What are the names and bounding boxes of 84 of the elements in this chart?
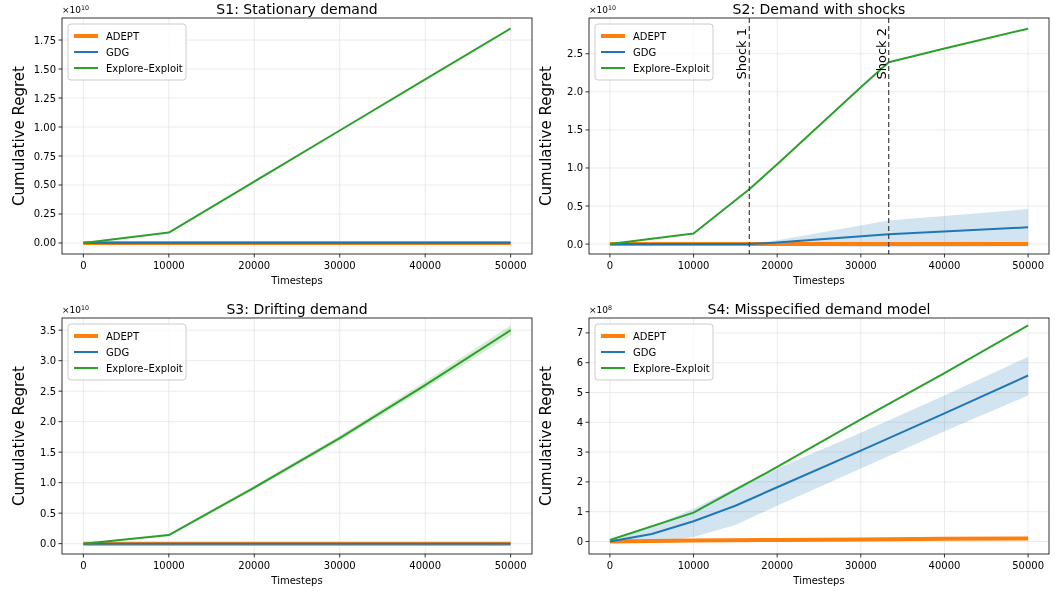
x-tick-label: 50000 [1012, 260, 1044, 271]
x-tick-label: 20000 [238, 260, 271, 271]
x-tick-label: 50000 [494, 260, 527, 271]
x-tick-label: 40000 [928, 260, 961, 271]
y-axis-title: Cumulative Regret [537, 365, 555, 506]
text: ×10$^{10}$ [62, 303, 90, 315]
legend-label: GDG [633, 346, 657, 358]
x-tick-label: 40000 [409, 560, 442, 571]
y-tick-label: 0.00 [33, 237, 56, 249]
chart-title: S3: Drifting demand [226, 301, 368, 317]
x-tick-label: 50000 [1012, 560, 1044, 571]
text: ×10$^{8}$ [589, 303, 613, 315]
y-tick-label: 3 [576, 446, 583, 458]
legend-label: GDG [633, 46, 657, 58]
y-axis-title: Cumulative Regret [10, 65, 28, 206]
y-tick-label: 1.75 [33, 34, 56, 46]
y-tick-label: 0.5 [40, 507, 56, 519]
x-tick-label: 40000 [928, 560, 961, 571]
y-tick-label: 2.0 [40, 416, 56, 428]
y-tick-label: 1.5 [40, 446, 56, 458]
y-tick-label: 6 [576, 357, 583, 369]
y-tick-label: 1.5 [567, 124, 583, 136]
chart-title: S2: Demand with shocks [732, 1, 906, 17]
legend-label: Explore–Exploit [106, 62, 183, 74]
legend-label: ADEPT [106, 30, 140, 42]
y-axis-title: Cumulative Regret [537, 65, 555, 206]
x-axis-title: Timesteps [792, 275, 845, 286]
x-tick-label: 20000 [761, 560, 794, 571]
x-tick-label: 20000 [238, 560, 271, 571]
x-tick-label: 30000 [844, 560, 877, 571]
y-tick-label: 0 [576, 535, 583, 547]
y-tick-label: 2.5 [567, 48, 583, 60]
text: ×10$^{10}$ [62, 3, 90, 15]
x-tick-label: 10000 [152, 560, 185, 571]
y-tick-label: 1.00 [33, 121, 56, 133]
x-tick-label: 30000 [323, 260, 356, 271]
legend-label: Explore–Exploit [633, 362, 710, 374]
x-axis-title: Timesteps [270, 275, 323, 286]
legend-label: ADEPT [633, 330, 667, 342]
y-tick-label: 1.25 [33, 92, 56, 104]
x-tick-label: 0 [80, 560, 87, 571]
x-tick-label: 0 [606, 560, 614, 571]
y-tick-label: 7 [576, 327, 583, 339]
y-tick-label: 1 [576, 506, 583, 518]
y-tick-label: 2.0 [567, 86, 583, 98]
legend-label: Explore–Exploit [106, 362, 183, 374]
x-tick-label: 10000 [152, 260, 185, 271]
legend-label: GDG [106, 346, 130, 358]
x-tick-label: 20000 [761, 260, 794, 271]
x-tick-label: 0 [80, 260, 87, 271]
legend-label: GDG [106, 46, 130, 58]
y-tick-label: 0.0 [567, 238, 583, 250]
x-axis-title: Timesteps [270, 575, 323, 586]
y-tick-label: 1.50 [33, 63, 56, 75]
y-tick-label: 2 [576, 476, 583, 488]
y-tick-label: 0.25 [33, 208, 56, 220]
x-tick-label: 30000 [323, 560, 356, 571]
x-tick-label: 30000 [844, 260, 877, 271]
y-tick-label: 0.5 [567, 200, 583, 212]
x-tick-label: 10000 [677, 260, 710, 271]
x-tick-label: 40000 [409, 260, 442, 271]
y-axis-title: Cumulative Regret [10, 365, 28, 506]
x-tick-label: 0 [606, 260, 614, 271]
x-tick-label: 50000 [494, 560, 527, 571]
chart-title: S4: Misspecified demand model [707, 301, 931, 317]
x-tick-label: 10000 [677, 560, 710, 571]
ref-line-label: Shock 2 [873, 28, 889, 80]
y-tick-label: 2.5 [40, 385, 56, 397]
chart-title: S1: Stationary demand [216, 1, 378, 17]
x-axis-title: Timesteps [792, 575, 845, 586]
text: ×10$^{10}$ [589, 3, 617, 15]
legend-label: ADEPT [106, 330, 140, 342]
y-tick-label: 3.5 [40, 324, 56, 336]
y-tick-label: 5 [576, 386, 583, 398]
legend-label: ADEPT [633, 30, 667, 42]
y-tick-label: 1.0 [567, 162, 583, 174]
y-tick-label: 0.50 [33, 179, 56, 191]
y-tick-label: 1.0 [40, 477, 56, 489]
legend-label: Explore–Exploit [633, 62, 710, 74]
y-tick-label: 0.75 [33, 150, 56, 162]
y-tick-label: 4 [576, 416, 583, 428]
y-tick-label: 3.0 [40, 355, 56, 367]
ref-line-label: Shock 1 [734, 28, 750, 80]
y-tick-label: 0.0 [40, 538, 56, 550]
